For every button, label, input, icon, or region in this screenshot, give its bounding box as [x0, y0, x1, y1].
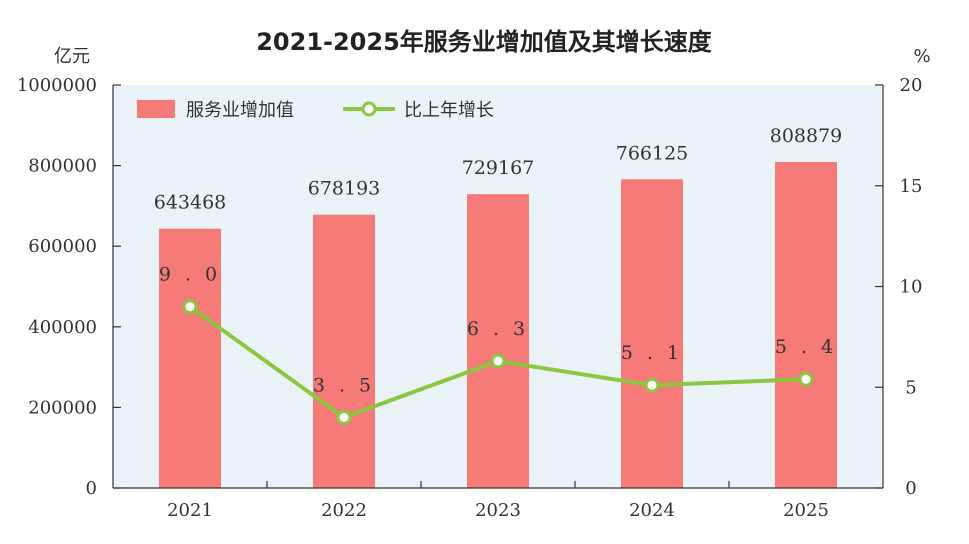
growth-point-2022 [336, 409, 352, 425]
growth-line-series [182, 299, 814, 425]
legend-line-label: 比上年增长 [404, 100, 494, 121]
left-axis-ticks: 0 200000 400000 600000 800000 1000000 [17, 75, 121, 499]
growth-value-label-2021: 9 . 0 [159, 264, 221, 286]
bar-2024 [621, 179, 683, 488]
legend-line-marker [361, 101, 377, 117]
bar-labels: 643468 678193 729167 766125 808879 [154, 125, 843, 214]
left-tick-label: 400000 [28, 317, 97, 338]
bar-value-label-2023: 729167 [462, 157, 535, 179]
x-tick-label-2023: 2023 [475, 500, 521, 521]
growth-point-2025 [798, 371, 814, 387]
left-tick-label: 200000 [28, 397, 97, 418]
growth-value-label-2023: 6 . 3 [467, 318, 529, 340]
right-tick-label: 20 [900, 75, 923, 96]
x-tick-label-2025: 2025 [783, 500, 829, 521]
left-tick-label: 800000 [28, 156, 97, 177]
x-tick-label-2024: 2024 [629, 500, 675, 521]
legend-bar-label: 服务业增加值 [186, 100, 294, 121]
bar-2025 [775, 162, 837, 488]
left-tick-label: 600000 [28, 236, 97, 257]
right-tick-label: 10 [900, 277, 923, 298]
growth-point-2024 [644, 377, 660, 393]
x-axis-ticks: 2021 2022 2023 2024 2025 [167, 481, 829, 521]
growth-value-label-2024: 5 . 1 [621, 342, 683, 364]
right-axis-unit: % [913, 46, 930, 67]
legend: 服务业增加值 比上年增长 [137, 100, 494, 121]
bar-value-label-2025: 808879 [770, 125, 843, 147]
bar-series [159, 162, 837, 489]
right-axis-ticks: 0 5 10 15 20 [875, 75, 922, 499]
growth-labels: 9 . 0 3 . 5 6 . 3 5 . 1 5 . 4 [159, 264, 837, 397]
growth-value-label-2022: 3 . 5 [313, 374, 375, 396]
x-tick-label-2021: 2021 [167, 500, 213, 521]
right-tick-label: 15 [900, 176, 923, 197]
bar-value-label-2022: 678193 [308, 178, 381, 200]
right-tick-label: 0 [905, 478, 916, 499]
left-tick-label: 0 [86, 478, 97, 499]
chart-title: 2021-2025年服务业增加值及其增长速度 [256, 28, 713, 56]
bar-2023 [467, 194, 529, 489]
bar-value-label-2021: 643468 [154, 192, 227, 214]
growth-point-2023 [490, 353, 506, 369]
right-tick-label: 5 [905, 377, 916, 398]
bar-value-label-2024: 766125 [616, 142, 689, 164]
growth-point-2021 [182, 299, 198, 315]
x-tick-label-2022: 2022 [321, 500, 367, 521]
left-tick-label: 1000000 [17, 75, 97, 96]
left-axis-unit: 亿元 [54, 46, 90, 67]
bar-2022 [313, 214, 375, 488]
legend-bar-swatch [137, 100, 175, 118]
growth-value-label-2025: 5 . 4 [775, 336, 837, 358]
bar-2021 [159, 228, 221, 489]
